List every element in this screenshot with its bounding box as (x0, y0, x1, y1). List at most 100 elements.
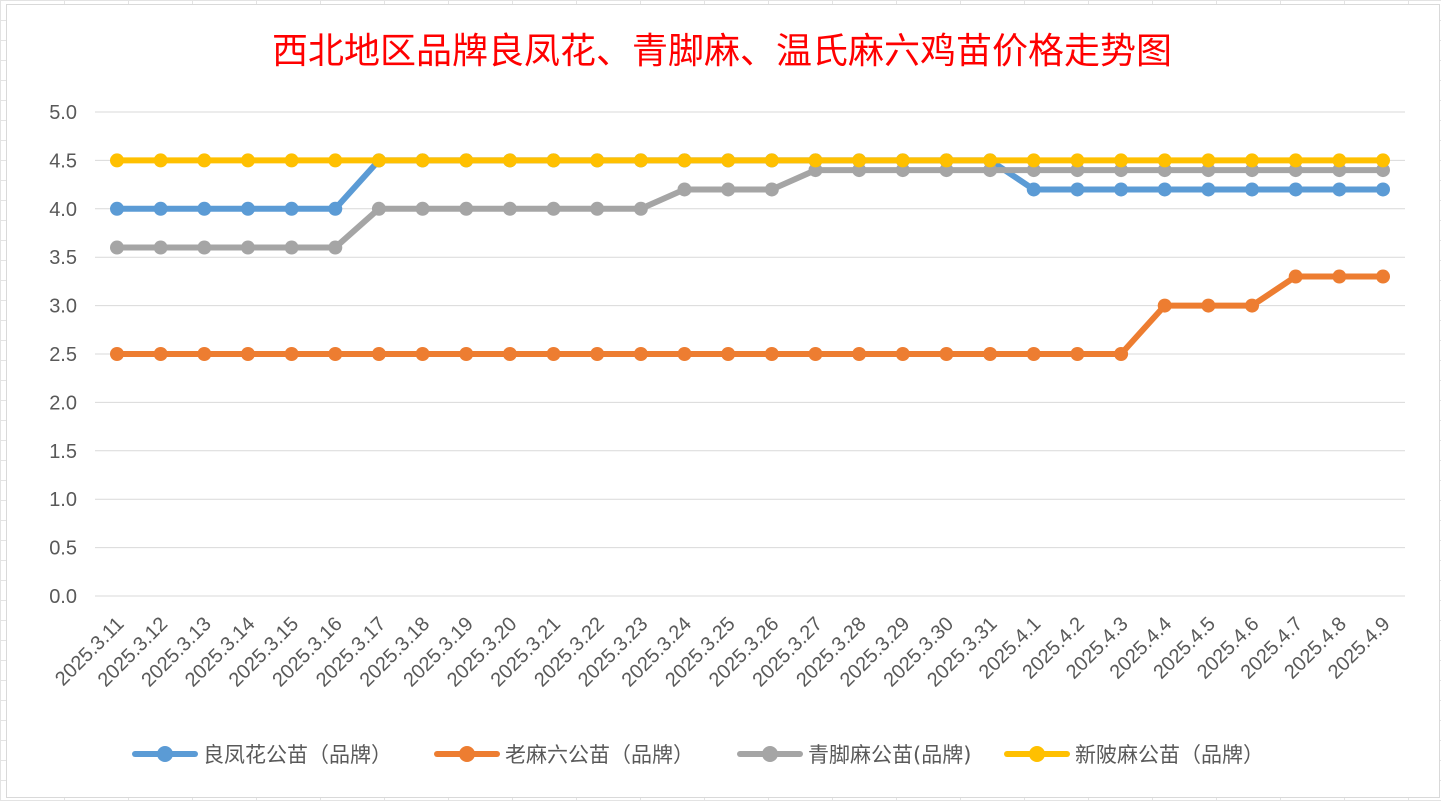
data-point (328, 240, 343, 255)
y-tick-label: 2.5 (49, 344, 77, 366)
data-point (1114, 347, 1129, 361)
data-point (1288, 153, 1303, 168)
data-point (1114, 153, 1129, 168)
data-point (1201, 153, 1216, 168)
legend-swatch-marker (762, 746, 778, 762)
data-point (110, 240, 124, 255)
y-tick-label: 4.0 (49, 199, 77, 221)
data-point (459, 201, 474, 216)
data-point (153, 201, 168, 216)
legend[interactable]: 良凤花公苗（品牌） 老麻六公苗（品牌） 青脚麻公苗(品牌) 新陂麻公苗（品牌） (132, 743, 1264, 767)
data-point (590, 153, 605, 168)
data-point (633, 153, 648, 168)
data-point (284, 201, 299, 216)
data-point (1026, 163, 1041, 178)
y-tick-label: 0.5 (49, 538, 77, 560)
data-point (1288, 269, 1303, 284)
data-point (1245, 163, 1260, 178)
legend-item[interactable]: 新陂麻公苗（品牌） (1004, 743, 1264, 767)
data-point (1245, 298, 1260, 313)
data-point (197, 240, 212, 255)
data-point (721, 182, 736, 197)
series-line (114, 167, 1386, 251)
data-point (983, 153, 998, 168)
data-point (197, 201, 212, 216)
data-point (1070, 163, 1085, 178)
data-point (1332, 153, 1347, 168)
y-axis-ticks: 0.0 0.5 1.0 1.5 2.0 2.5 3.0 3.5 4.0 4.5 5.0 (49, 102, 77, 608)
data-point (852, 347, 867, 361)
data-point (415, 201, 430, 216)
data-point (895, 163, 910, 178)
data-point (1157, 153, 1172, 168)
data-point (1201, 182, 1216, 197)
data-point (677, 347, 692, 361)
data-point (1026, 153, 1041, 168)
data-point (677, 153, 692, 168)
y-tick-label: 0.0 (49, 586, 77, 608)
data-point (153, 347, 168, 361)
data-point (240, 240, 255, 255)
y-tick-label: 2.0 (49, 392, 77, 414)
series-4 (110, 153, 1390, 168)
data-point (808, 347, 823, 361)
y-tick-label: 3.5 (49, 247, 77, 269)
data-point (808, 153, 823, 168)
data-point (1114, 182, 1129, 197)
data-point (1332, 182, 1347, 197)
legend-label: 新陂麻公苗（品牌） (1075, 743, 1264, 767)
series-lines (110, 153, 1390, 361)
data-point (502, 347, 517, 361)
legend-label: 青脚麻公苗(品牌) (808, 743, 971, 767)
series-line (114, 273, 1386, 357)
data-point (502, 201, 517, 216)
y-tick-label: 1.5 (49, 441, 77, 463)
chart-title: 西北地区品牌良凤花、青脚麻、温氏麻六鸡苗价格走势图 (272, 31, 1172, 72)
data-point (1332, 269, 1347, 284)
y-tick-label: 5.0 (49, 102, 77, 124)
data-point (284, 347, 299, 361)
data-point (459, 347, 474, 361)
data-point (939, 163, 954, 178)
data-point (1157, 298, 1172, 313)
legend-item[interactable]: 老麻六公苗（品牌） (434, 743, 694, 767)
series-3 (110, 163, 1390, 255)
data-point (546, 153, 561, 168)
data-point (1376, 269, 1390, 284)
data-point (502, 153, 517, 168)
data-point (240, 153, 255, 168)
data-point (764, 347, 779, 361)
data-point (1288, 163, 1303, 178)
legend-item[interactable]: 良凤花公苗（品牌） (132, 743, 392, 767)
data-point (371, 153, 386, 168)
legend-label: 老麻六公苗（品牌） (505, 743, 694, 767)
data-point (153, 240, 168, 255)
data-point (415, 347, 430, 361)
data-point (1376, 153, 1390, 168)
data-point (1026, 182, 1041, 197)
data-point (852, 163, 867, 178)
data-point (764, 182, 779, 197)
data-point (1288, 182, 1303, 197)
data-point (808, 163, 823, 178)
data-point (1070, 182, 1085, 197)
data-point (1245, 153, 1260, 168)
legend-item[interactable]: 青脚麻公苗(品牌) (737, 743, 971, 767)
data-point (110, 153, 124, 168)
data-point (1070, 347, 1085, 361)
data-point (153, 153, 168, 168)
data-point (852, 153, 867, 168)
data-point (1201, 163, 1216, 178)
chart-area[interactable]: 西北地区品牌良凤花、青脚麻、温氏麻六鸡苗价格走势图 0.0 0.5 1.0 1.5 2.… (6, 4, 1440, 798)
data-point (110, 347, 124, 361)
data-point (764, 153, 779, 168)
data-point (983, 163, 998, 178)
y-tick-label: 3.0 (49, 296, 77, 318)
legend-swatch-marker (1029, 746, 1045, 762)
data-point (284, 240, 299, 255)
data-point (1201, 298, 1216, 313)
data-point (1026, 347, 1041, 361)
data-point (546, 201, 561, 216)
data-point (1157, 163, 1172, 178)
data-point (590, 347, 605, 361)
